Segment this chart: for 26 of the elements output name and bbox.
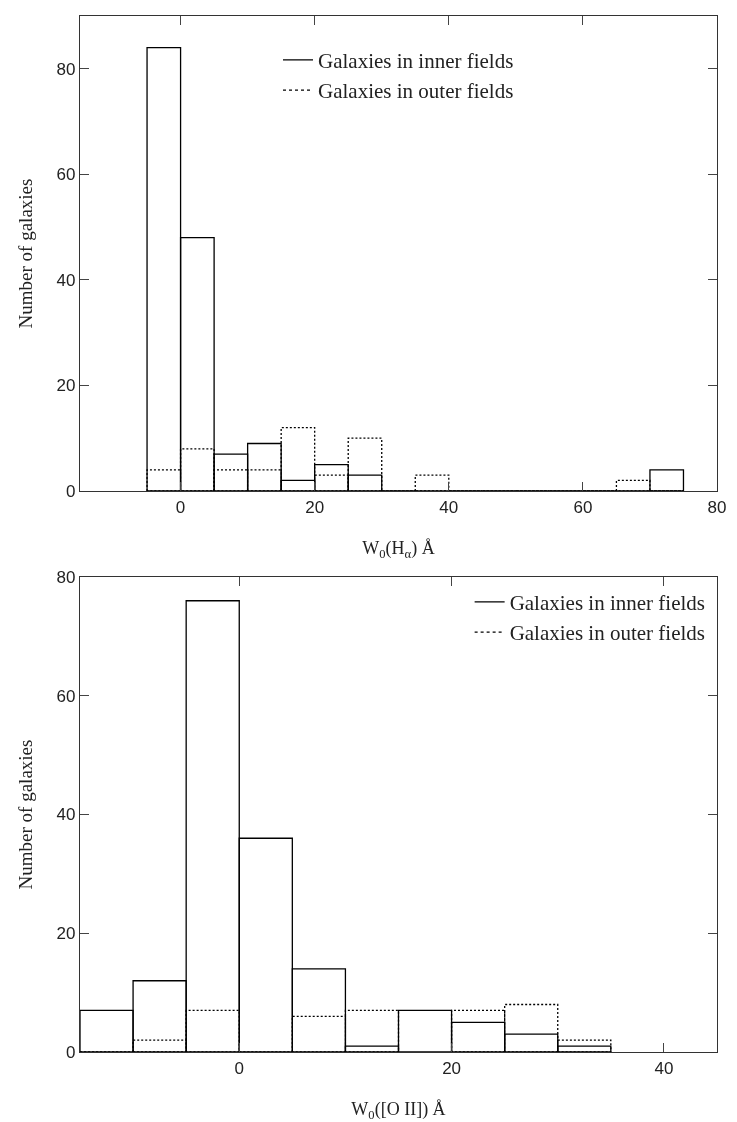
x-tick-label: 40	[439, 497, 459, 517]
x-tick-label: 0	[175, 497, 186, 517]
y-tick-label: 80	[56, 59, 76, 79]
legend-label: Galaxies in inner fields	[318, 49, 514, 74]
legend-label: Galaxies in outer fields	[509, 621, 705, 646]
legend-label: Galaxies in inner fields	[509, 591, 705, 616]
x-tick-label: 0	[234, 1058, 244, 1078]
y-tick-label: 40	[56, 805, 76, 825]
x-tick-label: 60	[573, 497, 593, 517]
y-tick-label: 0	[65, 481, 76, 501]
legend-label: Galaxies in outer fields	[318, 79, 514, 104]
x-tick-label: 40	[654, 1058, 674, 1078]
y-tick-label: 60	[56, 165, 76, 185]
x-tick-label: 80	[707, 497, 727, 517]
y-axis-title: Number of galaxies	[14, 739, 36, 890]
y-tick-label: 60	[56, 686, 76, 706]
x-axis-title: W$_{0}$(H$_{α}$) Å	[362, 538, 435, 561]
y-tick-label: 80	[56, 567, 76, 587]
y-tick-label: 40	[56, 270, 76, 290]
y-tick-label: 20	[56, 924, 76, 944]
x-tick-label: 20	[442, 1058, 462, 1078]
x-tick-label: 20	[305, 497, 325, 517]
y-axis-title: Number of galaxies	[14, 178, 36, 329]
x-axis-title: W$_{0}$([O II]) Å	[351, 1099, 446, 1122]
y-tick-label: 20	[56, 376, 76, 396]
y-tick-label: 0	[65, 1042, 76, 1062]
